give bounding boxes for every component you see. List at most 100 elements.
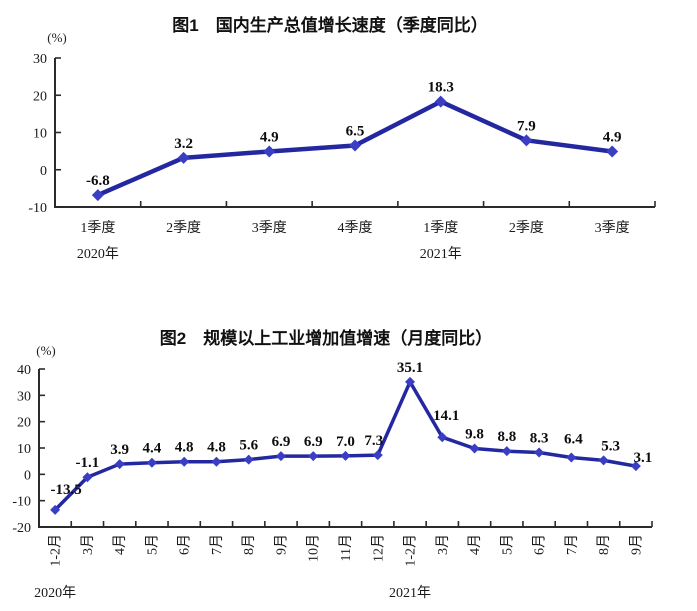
chart1-title: 图1 国内生产总值增长速度（季度同比） [172,15,487,35]
data-point-marker [177,151,190,164]
data-point-marker [275,451,286,462]
y-tick-label: 0 [40,164,47,179]
data-point-marker [630,461,641,472]
data-point-label: -1.1 [76,455,100,471]
data-point-label: 4.9 [603,129,622,145]
x-category-label: 10月 [306,534,322,562]
x-category-label: 2季度 [166,220,201,236]
y-tick-label: -10 [28,201,47,216]
chart2-unit-label: (%) [36,343,56,358]
data-point-label: 9.8 [465,427,484,443]
chart1-plot-area: 30 20 10 0 -10 -6.8 3.2 4.9 6.5 18.3 7.9 4.9 1季度 2季度 3… [28,52,656,262]
year-label: 2020年 [34,585,76,601]
y-tick-label: 40 [17,363,31,378]
data-point-label: -6.8 [86,173,110,189]
data-point-marker [349,139,361,152]
data-point-label: 6.5 [346,124,365,140]
data-point-label: 5.6 [239,438,258,454]
y-tick-label: 30 [17,389,31,404]
data-point-marker [606,145,619,158]
x-category-label: 1季度 [80,220,115,236]
data-point-marker [437,432,448,443]
x-category-label: 3月 [80,534,96,555]
data-point-label: 3.2 [174,136,193,152]
data-point-label: 4.4 [143,441,162,457]
gdp-growth-chart-canvas: 图1 国内生产总值增长速度（季度同比） (%) 30 20 10 0 -10 -6.8 3.… [28,15,656,262]
data-point-marker [50,504,61,515]
data-point-label: 6.4 [564,431,583,447]
data-point-label: 18.3 [428,80,454,96]
x-category-label: 7月 [209,534,225,555]
x-category-label: 12月 [370,534,386,562]
gdp-growth-chart: 图1 国内生产总值增长速度（季度同比） (%) 30 20 10 0 -10 -6.8 3.… [0,0,697,300]
y-tick-label: 30 [33,52,47,67]
data-point-marker [179,456,190,467]
y-tick-label: -10 [12,495,31,510]
year-label: 2020年 [77,246,119,262]
data-point-label: 35.1 [397,360,423,376]
x-category-label: 4月 [467,534,483,555]
data-point-label: -13.5 [51,482,82,498]
x-category-label: 4季度 [338,220,373,236]
x-category-label: 2季度 [509,220,544,236]
x-category-label: 6月 [177,534,193,555]
data-point-label: 8.8 [497,429,516,445]
data-point-marker [114,459,125,470]
y-tick-label: 20 [33,89,47,104]
data-point-marker [566,452,577,463]
x-category-label: 1-2月 [48,534,64,567]
data-point-marker [405,376,416,387]
data-point-label: 6.9 [304,434,323,450]
y-tick-label: 10 [17,442,31,457]
data-point-label: 7.0 [336,434,355,450]
industrial-output-chart: 图2 规模以上工业增加值增速（月度同比） (%) 40 30 20 10 0 -10 -20… [0,300,697,611]
data-point-marker [263,145,276,158]
data-point-marker [82,472,93,483]
year-label: 2021年 [389,585,431,601]
x-category-label: 1季度 [423,220,458,236]
x-category-label: 5月 [144,534,160,555]
data-point-label: 4.8 [175,440,194,456]
data-point-label: 4.9 [260,129,279,145]
x-category-label: 1-2月 [403,534,419,567]
data-point-label: 8.3 [530,430,549,446]
chart1-unit-label: (%) [47,30,67,45]
y-tick-label: -20 [12,521,31,536]
data-point-marker [469,443,480,454]
x-category-label: 9月 [273,534,289,555]
data-point-label: 4.8 [207,440,226,456]
y-tick-label: 10 [33,127,47,142]
x-category-label: 3季度 [252,220,287,236]
x-category-label: 8月 [596,534,612,555]
chart2-title: 图2 规模以上工业增加值增速（月度同比） [160,328,492,348]
x-category-label: 7月 [564,534,580,555]
data-point-marker [520,134,533,147]
data-point-label: 5.3 [601,438,620,454]
x-category-label: 6月 [532,534,548,555]
data-point-marker [340,450,351,461]
data-point-marker [91,189,104,202]
y-tick-label: 0 [24,468,31,483]
chart2-plot-area: 40 30 20 10 0 -10 -20 -13.5 -1.1 3.9 4.4 4.8 4.8 5.6 6… [12,360,653,601]
x-category-label: 3月 [435,534,451,555]
x-category-label: 5月 [499,534,515,555]
data-point-marker [146,457,157,468]
data-point-label: 3.1 [633,450,652,466]
data-point-label: 6.9 [272,434,291,450]
data-point-label: 14.1 [433,408,459,424]
data-point-marker [598,455,609,466]
data-point-marker [434,95,447,108]
y-tick-label: 20 [17,416,31,431]
x-category-label: 11月 [338,534,354,561]
data-point-label: 7.3 [364,433,383,449]
x-category-label: 3季度 [595,220,630,236]
data-point-marker [243,454,254,465]
data-point-marker [211,456,222,467]
year-label: 2021年 [420,246,462,262]
data-point-marker [534,447,545,458]
industrial-output-chart-canvas: 图2 规模以上工业增加值增速（月度同比） (%) 40 30 20 10 0 -10 -20… [12,328,653,601]
data-point-marker [501,446,512,457]
x-category-label: 8月 [241,534,257,555]
x-category-label: 4月 [112,534,128,555]
